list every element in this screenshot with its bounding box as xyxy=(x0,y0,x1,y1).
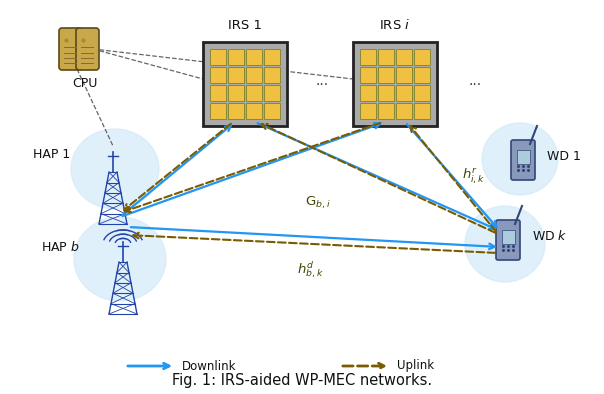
Text: $h_{i,k}^{r}$: $h_{i,k}^{r}$ xyxy=(462,166,486,186)
Bar xyxy=(228,103,244,119)
Text: ...: ... xyxy=(315,74,329,88)
Bar xyxy=(378,49,394,65)
Bar xyxy=(360,67,376,83)
FancyBboxPatch shape xyxy=(496,220,520,260)
Bar xyxy=(396,49,412,65)
Text: IRS $i$: IRS $i$ xyxy=(379,18,411,32)
Bar xyxy=(396,67,412,83)
Bar xyxy=(246,67,262,83)
Ellipse shape xyxy=(482,123,558,195)
Bar xyxy=(378,85,394,101)
Ellipse shape xyxy=(465,206,545,282)
FancyBboxPatch shape xyxy=(203,42,287,126)
Ellipse shape xyxy=(74,217,166,301)
Bar xyxy=(501,230,515,244)
FancyBboxPatch shape xyxy=(76,28,99,70)
Bar xyxy=(414,49,430,65)
Bar xyxy=(228,49,244,65)
Bar xyxy=(378,103,394,119)
Bar xyxy=(210,103,226,119)
Text: Uplink: Uplink xyxy=(397,359,434,372)
Bar xyxy=(516,150,530,164)
Bar xyxy=(414,85,430,101)
Text: Downlink: Downlink xyxy=(182,359,237,372)
FancyBboxPatch shape xyxy=(511,140,535,180)
Bar xyxy=(228,67,244,83)
Text: IRS 1: IRS 1 xyxy=(228,19,262,32)
Text: Fig. 1: IRS-aided WP-MEC networks.: Fig. 1: IRS-aided WP-MEC networks. xyxy=(172,373,432,388)
FancyBboxPatch shape xyxy=(353,42,437,126)
Bar xyxy=(264,67,280,83)
Bar xyxy=(210,49,226,65)
Bar xyxy=(246,103,262,119)
Bar xyxy=(378,67,394,83)
Text: ...: ... xyxy=(469,74,481,88)
Text: CPU: CPU xyxy=(72,77,98,90)
Bar xyxy=(396,103,412,119)
Bar xyxy=(210,85,226,101)
Bar xyxy=(264,49,280,65)
Bar xyxy=(264,85,280,101)
Bar xyxy=(264,103,280,119)
Text: $\mathrm{G}_{b,i}$: $\mathrm{G}_{b,i}$ xyxy=(305,195,331,211)
Bar xyxy=(246,85,262,101)
Text: $h_{b,k}^{d}$: $h_{b,k}^{d}$ xyxy=(297,260,323,281)
Text: WD $k$: WD $k$ xyxy=(532,229,568,243)
Bar xyxy=(414,67,430,83)
Bar xyxy=(228,85,244,101)
Bar xyxy=(360,85,376,101)
Bar xyxy=(414,103,430,119)
Ellipse shape xyxy=(71,129,159,209)
Text: WD 1: WD 1 xyxy=(547,149,581,162)
Text: HAP $b$: HAP $b$ xyxy=(41,240,80,254)
Bar xyxy=(360,49,376,65)
FancyBboxPatch shape xyxy=(59,28,82,70)
Text: HAP 1: HAP 1 xyxy=(33,147,70,160)
Bar xyxy=(360,103,376,119)
Bar xyxy=(246,49,262,65)
Bar xyxy=(396,85,412,101)
Bar xyxy=(210,67,226,83)
